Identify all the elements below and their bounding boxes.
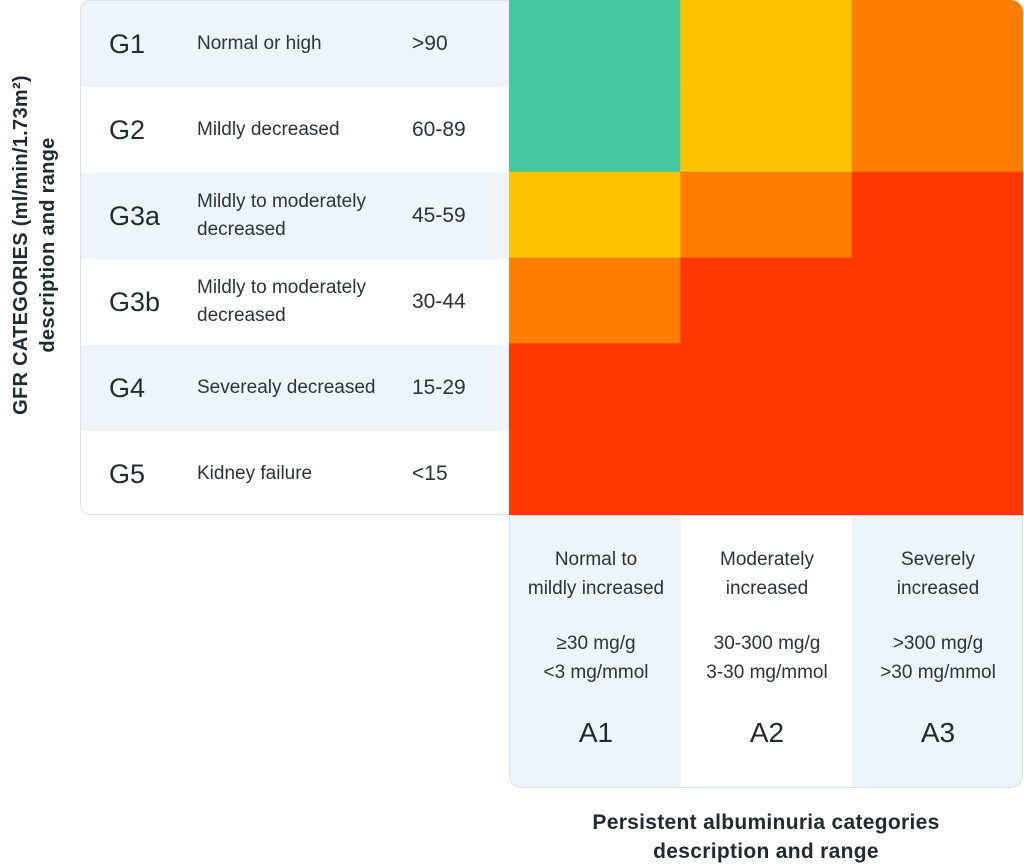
heatmap-cell-very-high: [851, 257, 1023, 344]
albuminuria-col-a2: Moderately increased 30-300 mg/g 3-30 mg…: [681, 515, 853, 787]
gfr-row-g3b: G3b Mildly to moderately decreased 30-44: [81, 259, 509, 345]
albuminuria-description-line2: mildly increased: [527, 578, 665, 599]
heatmap-cell-low: [509, 0, 681, 87]
albuminuria-range: ≥30 mg/g <3 mg/mmol: [510, 629, 682, 687]
gfr-row-g4: G4 Severealy decreased 15-29: [81, 345, 509, 431]
albuminuria-description: Severely increased: [852, 545, 1022, 603]
albuminuria-col-a1: Normal to mildly increased ≥30 mg/g <3 m…: [510, 515, 682, 787]
heatmap-cell-very-high: [851, 171, 1023, 259]
gfr-range: 45-59: [412, 204, 466, 227]
heatmap-cell-moderate: [680, 0, 853, 87]
heatmap-cell-high: [509, 257, 681, 344]
heatmap-cell-high: [851, 85, 1023, 173]
gfr-code: G2: [109, 115, 146, 145]
albuminuria-range: >300 mg/g >30 mg/mmol: [852, 629, 1022, 687]
gfr-range: >90: [412, 32, 448, 55]
albuminuria-range-mg-mmol: <3 mg/mmol: [543, 662, 649, 683]
gfr-row-g1: G1 Normal or high >90: [81, 1, 509, 87]
albuminuria-code: A3: [920, 717, 956, 748]
albuminuria-range-mg-g: 30-300 mg/g: [713, 633, 821, 654]
gfr-description: Mildly to moderately decreased: [197, 191, 366, 240]
albuminuria-description: Normal to mildly increased: [510, 545, 682, 603]
risk-heatmap: [509, 0, 1023, 515]
x-axis-title-line1: Persistent albuminuria categories: [592, 811, 940, 834]
heatmap-cell-very-high: [509, 429, 681, 515]
risk-heatmap-grid: [509, 0, 1023, 515]
albuminuria-description-line1: Normal to: [554, 549, 638, 570]
albuminuria-range: 30-300 mg/g 3-30 mg/mmol: [681, 629, 853, 687]
y-axis-title: GFR CATEGORIES (ml/min/1.73m²) descripti…: [0, 0, 70, 500]
heatmap-cell-very-high: [851, 343, 1023, 430]
albuminuria-description-line1: Moderately: [720, 549, 814, 570]
x-axis-title: Persistent albuminuria categories descri…: [509, 808, 1023, 866]
heatmap-cell-high: [680, 171, 853, 259]
gfr-range: 30-44: [412, 290, 466, 313]
gfr-code: G1: [109, 29, 146, 59]
albuminuria-range-mg-mmol: 3-30 mg/mmol: [706, 662, 828, 683]
heatmap-cell-moderate: [680, 85, 853, 173]
gfr-range: 15-29: [412, 376, 466, 399]
albuminuria-range-mg-mmol: >30 mg/mmol: [880, 662, 996, 683]
albuminuria-description: Moderately increased: [681, 545, 853, 603]
x-axis-title-line2: description and range: [653, 840, 879, 863]
heatmap-cell-moderate: [509, 171, 681, 259]
gfr-description: Kidney failure: [197, 463, 313, 484]
albuminuria-description-line2: increased: [725, 578, 809, 599]
y-axis-title-line1: GFR CATEGORIES (ml/min/1.73m²): [10, 75, 32, 415]
heatmap-cell-very-high: [851, 429, 1023, 515]
gfr-category-table: G1 Normal or high >90 G2 Mildly decrease…: [80, 0, 509, 515]
gfr-code: G5: [109, 459, 146, 489]
albuminuria-col-a3: Severely increased >300 mg/g >30 mg/mmol…: [852, 515, 1022, 787]
gfr-range: 60-89: [412, 118, 466, 141]
gfr-code: G4: [109, 373, 146, 403]
gfr-description: Normal or high: [197, 33, 322, 54]
gfr-row-g3a: G3a Mildly to moderately decreased 45-59: [81, 173, 509, 259]
gfr-row-g2: G2 Mildly decreased 60-89: [81, 87, 509, 173]
gfr-range: <15: [412, 462, 448, 485]
albuminuria-range-mg-g: ≥30 mg/g: [556, 633, 636, 654]
heatmap-cell-very-high: [680, 343, 853, 430]
gfr-code: G3b: [109, 287, 161, 317]
albuminuria-description-line1: Severely: [901, 549, 975, 570]
heatmap-cell-low: [509, 85, 681, 173]
gfr-description: Mildly to moderately decreased: [197, 277, 366, 326]
y-axis-title-line2: description and range: [37, 137, 59, 353]
albuminuria-range-mg-g: >300 mg/g: [892, 633, 984, 654]
heatmap-cell-very-high: [680, 429, 853, 515]
heatmap-cell-very-high: [680, 257, 853, 344]
gfr-description: Mildly decreased: [197, 119, 340, 140]
albuminuria-description-line2: increased: [896, 578, 980, 599]
heatmap-cell-very-high: [509, 343, 681, 430]
gfr-code: G3a: [109, 201, 161, 231]
albuminuria-category-table: Normal to mildly increased ≥30 mg/g <3 m…: [509, 515, 1023, 788]
albuminuria-code: A2: [749, 717, 785, 748]
heatmap-cell-high: [851, 0, 1023, 87]
albuminuria-code: A1: [578, 717, 614, 748]
gfr-row-g5: G5 Kidney failure <15: [81, 431, 509, 514]
gfr-description: Severealy decreased: [197, 377, 376, 398]
